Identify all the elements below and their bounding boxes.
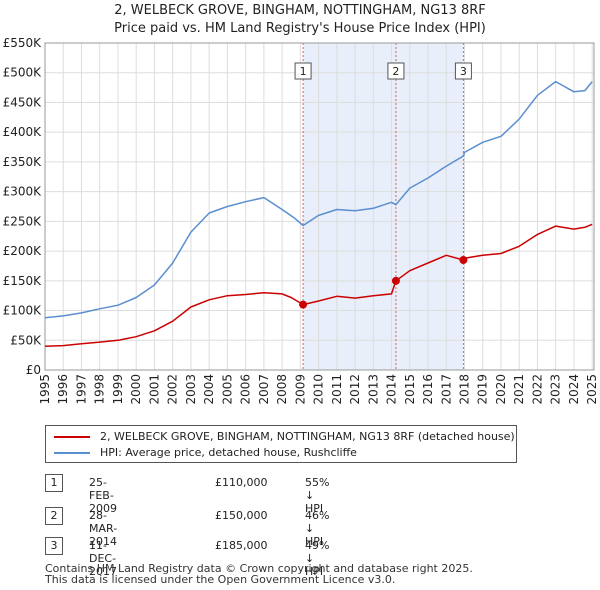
x-tick-label: 2008 (275, 374, 289, 405)
x-tick-label: 2020 (494, 374, 508, 405)
x-tick-label: 2010 (312, 374, 326, 405)
x-tick-label: 2000 (129, 374, 143, 405)
sale-hpi-diff: 46% ↓ HPI (305, 509, 330, 548)
legend-swatch-hpi (54, 452, 90, 454)
sale-number-label: 2 (392, 65, 399, 78)
legend-label-property: 2, WELBECK GROVE, BINGHAM, NOTTINGHAM, N… (100, 430, 515, 443)
y-tick-label: £250K (3, 214, 43, 228)
plot-frame (44, 42, 595, 371)
chart-legend: 2, WELBECK GROVE, BINGHAM, NOTTINGHAM, N… (45, 425, 517, 463)
x-tick-label: 1996 (56, 374, 70, 405)
sale-point (299, 300, 308, 309)
sale-point (391, 276, 400, 285)
y-tick-label: £50K (10, 333, 42, 347)
sale-number: 3 (45, 537, 63, 555)
sale-number-label: 3 (460, 65, 467, 78)
x-tick-label: 2024 (567, 374, 581, 405)
x-tick-label: 2016 (421, 374, 435, 405)
property-series-line (44, 223, 593, 347)
y-tick-label: £350K (3, 155, 43, 169)
y-tick-label: £0 (26, 363, 41, 377)
x-tick-label: 2023 (549, 374, 563, 405)
sale-number: 2 (45, 507, 63, 525)
x-tick-label: 2002 (166, 374, 180, 405)
x-tick-label: 1998 (93, 374, 107, 405)
sale-number-box (454, 62, 472, 80)
x-tick-label: 2019 (476, 374, 490, 405)
x-tick-label: 2012 (348, 374, 362, 405)
x-tick-label: 2001 (147, 374, 161, 405)
x-tick-label: 2006 (239, 374, 253, 405)
y-tick-label: £550K (3, 36, 43, 50)
x-tick-label: 2025 (585, 374, 599, 405)
x-tick-label: 2018 (458, 374, 472, 405)
sale-hpi-diff: 55% ↓ HPI (305, 476, 330, 515)
sale-price: £185,000 (215, 539, 268, 552)
x-tick-label: 2022 (530, 374, 544, 405)
x-tick-label: 2017 (439, 374, 453, 405)
price-chart: £0 £50K £100K £150K £200K £250K £300K £350K £400… (3, 36, 600, 405)
y-tick-label: £200K (3, 244, 43, 258)
x-tick-label: 2007 (257, 374, 271, 405)
sale-date: 11-DEC-2017 (89, 539, 117, 578)
x-tick-label: 2015 (403, 374, 417, 405)
footer-copyright: Contains HM Land Registry data © Crown c… (45, 562, 473, 575)
chart-title: 2, WELBECK GROVE, BINGHAM, NOTTINGHAM, N… (114, 3, 486, 18)
x-tick-label: 2014 (385, 374, 399, 405)
legend-label-hpi: HPI: Average price, detached house, Rush… (100, 446, 357, 459)
x-tick-label: 2004 (202, 374, 216, 405)
x-tick-label: 2013 (366, 374, 380, 405)
legend-swatch-property (54, 436, 90, 438)
y-tick-label: £100K (3, 304, 43, 318)
x-tick-label: 1999 (111, 374, 125, 405)
sale-date: 28-MAR-2014 (89, 509, 118, 548)
y-tick-label: £400K (3, 125, 43, 139)
y-tick-label: £300K (3, 185, 43, 199)
x-tick-label: 2003 (184, 374, 198, 405)
sale-number-label: 1 (300, 65, 307, 78)
sale-date: 25-FEB-2009 (89, 476, 117, 515)
sale-number: 1 (45, 474, 63, 492)
x-tick-label: 2005 (220, 374, 234, 405)
chart-subtitle: Price paid vs. HM Land Registry's House … (114, 21, 486, 36)
sale-hpi-diff: 49% ↓ HPI (305, 539, 330, 578)
sale-point (459, 256, 468, 265)
x-tick-label: 2009 (293, 374, 307, 405)
sales-period-shading (303, 43, 464, 370)
x-tick-label: 2021 (512, 374, 526, 405)
y-tick-label: £500K (3, 66, 43, 80)
x-tick-label: 2011 (330, 374, 344, 405)
y-tick-label: £450K (3, 95, 43, 109)
footer-license: This data is licensed under the Open Gov… (45, 573, 396, 586)
sale-price: £110,000 (215, 476, 268, 489)
sale-number-box (294, 62, 312, 80)
x-tick-label: 1997 (74, 374, 88, 405)
sale-price: £150,000 (215, 509, 268, 522)
sale-number-box (387, 62, 405, 80)
y-tick-label: £150K (3, 274, 43, 288)
x-tick-label: 1995 (38, 374, 52, 405)
hpi-series-line (44, 80, 593, 319)
